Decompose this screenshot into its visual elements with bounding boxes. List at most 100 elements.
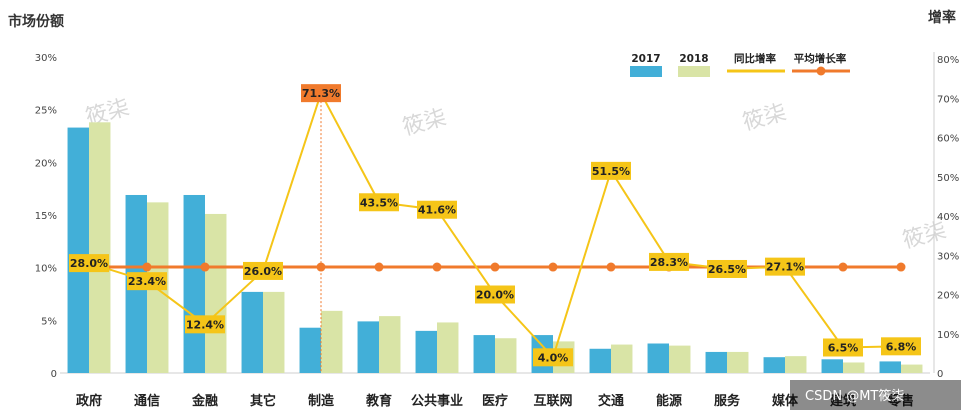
yoy-data-label: 71.3% <box>302 87 340 100</box>
right-tick-label: 0 <box>937 369 943 380</box>
bar-2017 <box>705 351 727 373</box>
watermark: 筱柒 <box>900 218 949 254</box>
yoy-data-label: 20.0% <box>476 289 514 302</box>
category-label: 能源 <box>656 393 682 409</box>
right-axis-ticks: 0 10% 20% 30% 40% 50% 60% 70% 80% <box>937 55 959 380</box>
category-label: 零售 <box>887 393 914 409</box>
legend: 2017 2018 同比增率 平均增长率 <box>630 52 850 77</box>
bar-2018 <box>89 122 111 373</box>
yoy-data-label: 4.0% <box>538 351 569 364</box>
bar-2017 <box>763 357 785 373</box>
watermark: 筱柒 <box>740 100 789 136</box>
legend-label: 2017 <box>631 53 660 65</box>
bar-2018 <box>437 322 459 373</box>
average-growth-marker <box>490 262 500 272</box>
legend-label: 2018 <box>679 53 708 65</box>
yoy-data-label: 41.6% <box>418 204 456 217</box>
bar-2018 <box>379 316 401 373</box>
yoy-data-label: 12.4% <box>186 318 224 331</box>
category-label: 服务 <box>714 393 741 409</box>
category-label: 交通 <box>598 393 624 409</box>
left-tick-label: 5% <box>41 316 57 327</box>
category-label: 金融 <box>191 393 218 409</box>
bar-2017 <box>415 330 437 373</box>
yoy-label-box <box>765 257 805 276</box>
yoy-label-box <box>127 272 167 291</box>
yoy-label-box <box>591 161 631 180</box>
yoy-data-labels: 28.0% 23.4% 12.4% 26.0% 71.3% 43.5% 41.6% 20.0%… <box>69 84 921 367</box>
bar-2018 <box>901 364 923 373</box>
yoy-data-label: 43.5% <box>360 196 398 209</box>
bar-2017 <box>183 194 205 373</box>
left-tick-label: 10% <box>35 264 57 275</box>
category-label: 通信 <box>134 393 160 409</box>
credit-background <box>790 380 961 410</box>
bar-2017 <box>589 348 611 373</box>
bar-2017 <box>821 359 843 373</box>
yoy-data-label: 28.0% <box>70 257 108 270</box>
right-tick-label: 20% <box>937 291 959 302</box>
right-tick-label: 50% <box>937 173 959 184</box>
yoy-data-label: 27.1% <box>766 261 804 274</box>
legend-swatch <box>630 66 662 77</box>
legend-marker <box>816 66 826 76</box>
right-tick-label: 40% <box>937 212 959 223</box>
average-growth-marker <box>432 262 442 272</box>
bar-2017 <box>241 291 263 373</box>
average-growth-marker <box>142 262 152 272</box>
bar-2018 <box>843 362 865 373</box>
yoy-label-box <box>823 338 863 357</box>
category-label: 制造 <box>308 393 335 409</box>
right-tick-label: 30% <box>937 251 959 262</box>
yoy-label-box <box>243 261 283 280</box>
legend-label: 平均增长率 <box>794 52 847 65</box>
category-label: 教育 <box>365 393 392 409</box>
bar-2017 <box>357 321 379 373</box>
category-label: 政府 <box>76 393 102 409</box>
average-growth-marker <box>838 262 848 272</box>
yoy-data-label: 23.4% <box>128 275 166 288</box>
yoy-label-box <box>533 348 573 367</box>
yoy-data-label: 51.5% <box>592 165 630 178</box>
right-tick-label: 10% <box>937 330 959 341</box>
bar-2017 <box>67 127 89 373</box>
yoy-label-box <box>475 285 515 304</box>
average-growth-marker <box>316 262 326 272</box>
bar-2018 <box>495 338 517 373</box>
credit-text: CSDN @MT筱柒 <box>805 388 904 404</box>
bar-2017 <box>647 343 669 373</box>
left-axis-ticks: 0 5% 10% 15% 20% 25% 30% <box>35 53 57 380</box>
yoy-label-box <box>185 315 225 334</box>
yoy-data-label: 6.8% <box>886 340 917 353</box>
legend-swatch <box>678 66 710 77</box>
average-growth-marker <box>200 262 210 272</box>
yoy-data-label: 6.5% <box>828 341 859 354</box>
left-tick-label: 0 <box>51 369 57 380</box>
category-label: 公共事业 <box>411 393 463 409</box>
average-growth-marker <box>374 262 384 272</box>
category-label: 互联网 <box>533 394 572 409</box>
bar-2018 <box>611 344 633 373</box>
average-growth-marker <box>548 262 558 272</box>
yoy-label-box <box>649 252 689 271</box>
average-growth-marker <box>606 262 616 272</box>
legend-label: 同比增率 <box>734 52 776 65</box>
yoy-label-box <box>301 84 341 103</box>
bar-2017 <box>879 361 901 373</box>
right-tick-label: 70% <box>937 94 959 105</box>
average-growth-marker <box>896 262 906 272</box>
yoy-data-label: 26.5% <box>708 263 746 276</box>
left-tick-label: 20% <box>35 158 57 169</box>
bar-2018 <box>263 291 285 373</box>
yoy-label-box <box>707 259 747 278</box>
right-tick-label: 60% <box>937 134 959 145</box>
right-axis-title: 增率 <box>928 9 956 26</box>
bar-2018 <box>205 213 227 373</box>
right-tick-label: 80% <box>937 55 959 66</box>
yoy-data-label: 26.0% <box>244 265 282 278</box>
yoy-label-box <box>69 254 109 273</box>
left-tick-label: 15% <box>35 211 57 222</box>
left-tick-label: 30% <box>35 53 57 64</box>
